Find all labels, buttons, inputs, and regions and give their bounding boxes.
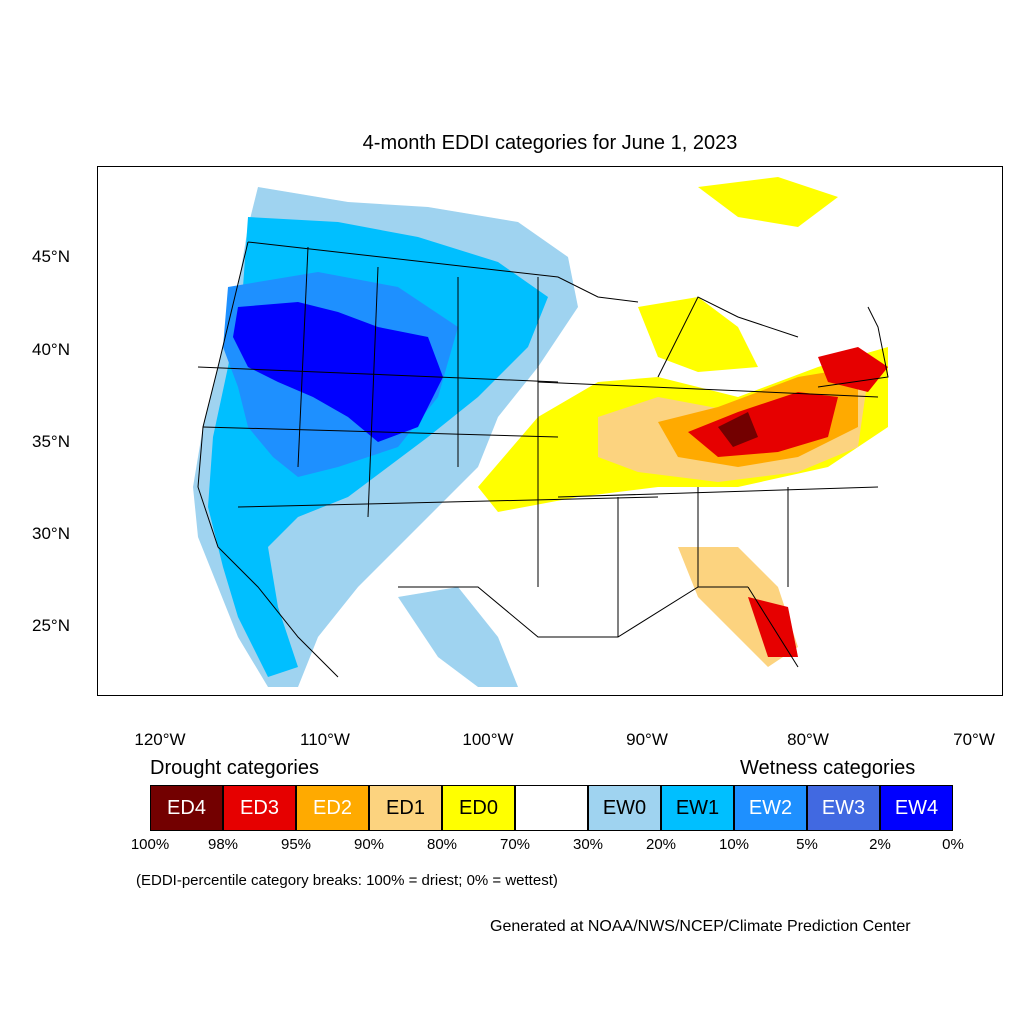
legend-box-ed3: ED3 <box>223 785 296 831</box>
legend-percentile-label: 2% <box>869 836 891 853</box>
legend-box-ed0: ED0 <box>442 785 515 831</box>
eddi-map <box>193 177 889 687</box>
legend-box-ed1: ED1 <box>369 785 442 831</box>
state-boundaries <box>197 241 889 678</box>
legend-percentile-label: 90% <box>353 836 385 853</box>
dry-region-ed3-northeast <box>818 347 888 392</box>
legend-percentile-label: 20% <box>645 836 677 853</box>
lon-label-90w: 90°W <box>626 730 668 749</box>
legend-percentile-label: 80% <box>426 836 458 853</box>
legend-box-ew4: EW4 <box>880 785 953 831</box>
map-panel <box>97 166 1003 696</box>
dry-region-ed0-great-lakes <box>638 297 758 372</box>
legend-box-ew2: EW2 <box>734 785 807 831</box>
legend-box-ew0: EW0 <box>588 785 661 831</box>
lon-label-70w: 70°W <box>953 730 995 749</box>
legend-percentile-label: 30% <box>572 836 604 853</box>
wet-region-ew4-west <box>233 302 443 442</box>
lat-label-35n: 35°N <box>32 432 70 451</box>
credit-line: Generated at NOAA/NWS/NCEP/Climate Predi… <box>490 918 911 935</box>
legend-percentile-label: 5% <box>796 836 818 853</box>
legend-box-ed4: ED4 <box>150 785 223 831</box>
legend-percentile-label: 98% <box>207 836 239 853</box>
dry-region-ed4-kentucky <box>718 412 758 447</box>
legend-box-ew1: EW1 <box>661 785 734 831</box>
legend-percentile-label: 95% <box>280 836 312 853</box>
lat-label-25n: 25°N <box>32 616 70 635</box>
legend-percentile-label: 0% <box>942 836 964 853</box>
category-breaks-note: (EDDI-percentile category breaks: 100% =… <box>136 872 558 889</box>
lon-label-100w: 100°W <box>462 730 514 749</box>
legend-percentile-label: 70% <box>499 836 531 853</box>
lon-label-120w: 120°W <box>134 730 186 749</box>
legend-percentile-label: 10% <box>718 836 750 853</box>
lat-label-30n: 30°N <box>32 524 70 543</box>
legend-box-ew3: EW3 <box>807 785 880 831</box>
wetness-categories-heading: Wetness categories <box>740 757 916 779</box>
legend-box-ed2: ED2 <box>296 785 369 831</box>
map-title: 4-month EDDI categories for June 1, 2023 <box>362 132 738 154</box>
wet-region-ew0-gulf <box>398 587 518 687</box>
lat-label-45n: 45°N <box>32 247 70 266</box>
lon-label-110w: 110°W <box>300 730 350 749</box>
dry-region-ed3-ohio-valley <box>688 392 838 457</box>
drought-categories-heading: Drought categories <box>150 757 319 779</box>
lat-label-40n: 40°N <box>32 340 70 359</box>
legend-box-neutral <box>515 785 588 831</box>
dry-region-ed0-canada <box>698 177 838 227</box>
lon-label-80w: 80°W <box>787 730 829 749</box>
legend-percentile-label: 100% <box>130 836 170 853</box>
